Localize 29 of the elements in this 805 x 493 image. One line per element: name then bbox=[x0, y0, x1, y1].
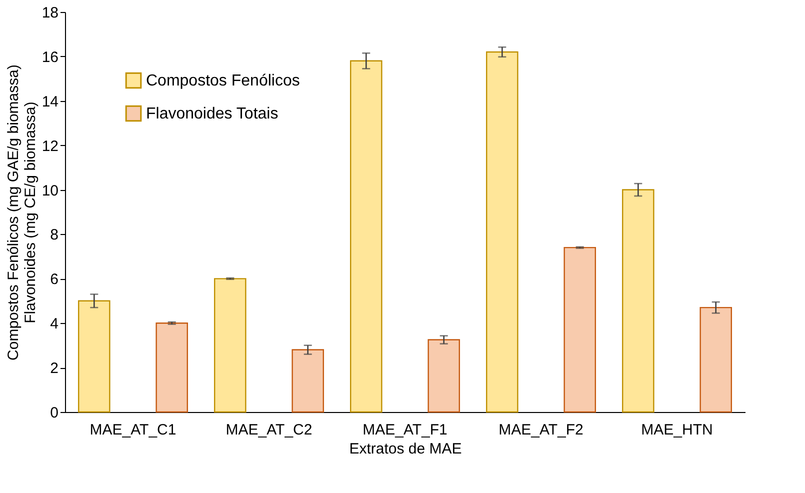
bar bbox=[486, 51, 518, 413]
x-tick-label: MAE_AT_C1 bbox=[90, 422, 176, 438]
y-tick-label: 2 bbox=[50, 360, 58, 378]
y-tick-label: 12 bbox=[42, 138, 58, 155]
y-tick-label: 18 bbox=[42, 4, 58, 22]
bar bbox=[428, 339, 460, 413]
x-tick-label: MAE_AT_F2 bbox=[498, 422, 584, 438]
legend-label: Compostos Fenólicos bbox=[146, 72, 300, 90]
bar bbox=[292, 349, 324, 413]
x-tick-label: MAE_AT_F1 bbox=[362, 422, 448, 438]
y-tick-label: 10 bbox=[42, 182, 58, 200]
legend-label: Flavonoides Totais bbox=[146, 106, 278, 122]
x-tick-label: MAE_AT_C2 bbox=[226, 422, 312, 438]
y-tick-label: 4 bbox=[50, 316, 58, 333]
y-tick-label: 14 bbox=[42, 93, 58, 110]
bar bbox=[564, 246, 596, 413]
y-axis-title: Compostos Fenólicos (mg GAE/g biomassa) Flavonoides (mg CE/g biomassa) bbox=[4, 64, 39, 360]
x-axis-title: Extratos de MAE bbox=[349, 440, 462, 458]
bar bbox=[700, 306, 732, 413]
y-tick-label: 16 bbox=[42, 48, 58, 66]
y-tick-label: 8 bbox=[50, 226, 58, 244]
y-tick-label: 0 bbox=[50, 404, 58, 422]
bar bbox=[78, 300, 110, 413]
bar bbox=[214, 278, 246, 413]
bar bbox=[350, 60, 382, 413]
x-tick-label: MAE_HTN bbox=[641, 422, 713, 438]
bar bbox=[622, 189, 654, 413]
bar bbox=[156, 322, 188, 413]
y-tick-label: 6 bbox=[50, 271, 58, 288]
